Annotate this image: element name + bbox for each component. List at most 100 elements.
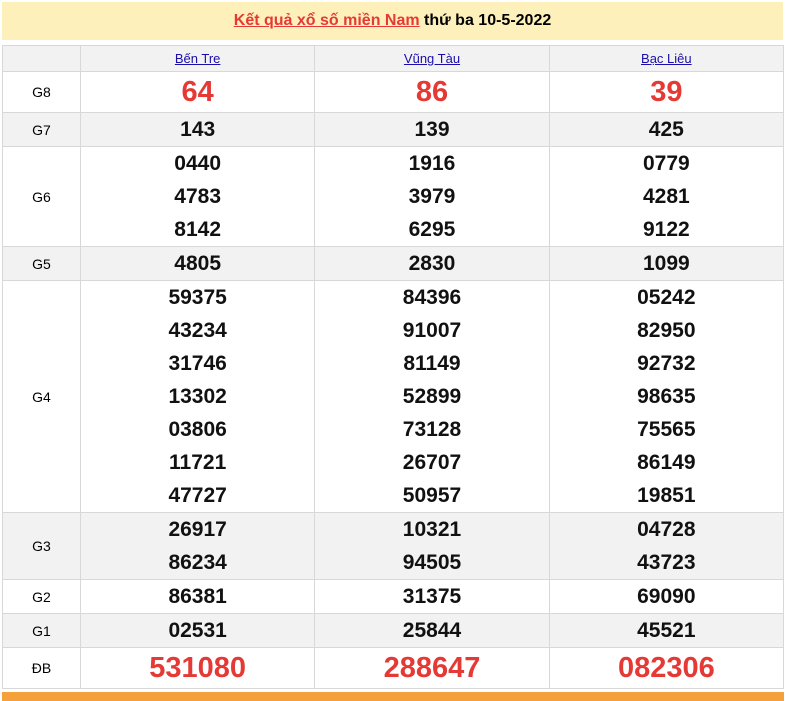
prize-cell: 1916 3979 6295	[314, 146, 550, 247]
results-title: Kết quả xổ số miền Nam thứ ba 10-5-2022	[2, 2, 783, 40]
prize-number: 52899	[402, 385, 462, 408]
title-date: thứ ba 10-5-2022	[419, 12, 552, 29]
prize-label: G2	[2, 579, 81, 614]
prize-label: G1	[2, 613, 81, 648]
prize-cell: 04728 43723	[548, 512, 785, 580]
prize-cell: 59375 43234 31746 13302 03806 11721 47727	[79, 280, 316, 513]
prize-number: 25844	[402, 619, 462, 642]
prize-number: 92732	[637, 352, 696, 375]
province-header: Vũng Tàu	[314, 45, 550, 72]
prize-number: 86	[415, 76, 449, 108]
prize-row: G5 4805 2830 1099	[2, 246, 785, 281]
prize-cell: 45521	[548, 613, 785, 648]
province-link[interactable]: Bến Tre	[174, 51, 221, 66]
prize-number: 02531	[168, 619, 227, 642]
province-header: Bạc Liêu	[548, 45, 785, 72]
prize-number: 26917	[168, 518, 227, 541]
prize-number: 04728	[637, 518, 696, 541]
prize-cell: 1099	[548, 246, 785, 281]
prize-cell: 288647	[314, 647, 550, 689]
prize-number: 03806	[168, 418, 227, 441]
prize-number: 47727	[168, 484, 227, 507]
prize-cell: 4805	[79, 246, 316, 281]
prize-label: G6	[2, 146, 81, 247]
prize-cell: 082306	[548, 647, 785, 689]
prize-number: 64	[181, 76, 214, 108]
prize-number: 31746	[168, 352, 227, 375]
prize-number: 2830	[408, 252, 456, 275]
prize-number: 69090	[637, 585, 696, 608]
prize-cell: 0779 4281 9122	[548, 146, 785, 247]
prize-number: 81149	[403, 352, 461, 375]
prize-row: G7 143 139 425	[2, 112, 785, 147]
prize-cell: 2830	[314, 246, 550, 281]
prize-number: 6295	[408, 218, 456, 241]
prize-number: 43723	[637, 551, 696, 574]
prize-cell: 86381	[79, 579, 316, 614]
prize-number: 4783	[174, 185, 222, 208]
prize-number: 86149	[637, 451, 696, 474]
prize-cell: 39	[548, 71, 785, 113]
prize-number: 39	[650, 76, 683, 108]
prize-number: 98635	[637, 385, 696, 408]
prize-number: 84396	[402, 286, 462, 309]
province-link[interactable]: Bạc Liêu	[641, 51, 692, 66]
prize-cell: 143	[79, 112, 316, 147]
prize-number: 59375	[168, 286, 227, 309]
prize-number: 82950	[637, 319, 696, 342]
prize-cell: 0440 4783 8142	[79, 146, 316, 247]
prize-number: 4281	[642, 185, 690, 208]
prize-number: 26707	[402, 451, 462, 474]
prize-number: 143	[180, 118, 216, 141]
prize-number: 05242	[637, 286, 696, 309]
prize-number: 0440	[174, 152, 222, 175]
prize-row: G8 64 86 39	[2, 71, 785, 113]
footer-bar	[2, 692, 784, 701]
prize-label: G7	[2, 112, 81, 147]
prize-row: ĐB 531080 288647 082306	[2, 647, 785, 689]
prize-label: ĐB	[2, 647, 81, 689]
prize-number: 19851	[637, 484, 696, 507]
prize-number: 11721	[169, 451, 227, 474]
prize-number: 73128	[402, 418, 462, 441]
prize-cell: 425	[548, 112, 785, 147]
prize-cell: 84396 91007 81149 52899 73128 26707 50957	[314, 280, 550, 513]
prize-number: 425	[648, 118, 684, 141]
prize-number: 288647	[383, 652, 481, 684]
prize-number: 10321	[402, 518, 462, 541]
prize-cell: 10321 94505	[314, 512, 550, 580]
prize-cell: 69090	[548, 579, 785, 614]
prize-row: G6 0440 4783 8142 1916 3979 6295 0779 4281 9122	[2, 146, 785, 247]
prize-number: 43234	[168, 319, 227, 342]
prize-number: 9122	[642, 218, 690, 241]
prize-number: 082306	[617, 652, 715, 684]
province-header: Bến Tre	[79, 45, 316, 72]
prize-number: 8142	[174, 218, 222, 241]
prize-cell: 25844	[314, 613, 550, 648]
prize-cell: 02531	[79, 613, 316, 648]
prize-number: 1916	[408, 152, 456, 175]
province-link[interactable]: Vũng Tàu	[403, 51, 461, 66]
prize-label: G3	[2, 512, 81, 580]
prize-number: 91007	[402, 319, 462, 342]
prize-cell: 05242 82950 92732 98635 75565 86149 19851	[548, 280, 785, 513]
prize-number: 1099	[642, 252, 690, 275]
prize-number: 13302	[168, 385, 227, 408]
prize-number: 139	[414, 118, 450, 141]
results-table: Bến Tre Vũng Tàu Bạc Liêu G8 64 86 39 G7 143 139 4…	[2, 45, 785, 689]
prize-cell: 26917 86234	[79, 512, 316, 580]
region-results-link[interactable]: Kết quả xổ số miền Nam	[233, 12, 420, 29]
prize-number: 86234	[168, 551, 227, 574]
prize-label: G4	[2, 280, 81, 513]
prize-cell: 531080	[79, 647, 316, 689]
prize-number: 0779	[642, 152, 690, 175]
prize-number: 94505	[402, 551, 462, 574]
prize-number: 86381	[168, 585, 227, 608]
prize-cell: 139	[314, 112, 550, 147]
prize-cell: 86	[314, 71, 550, 113]
header-row: Bến Tre Vũng Tàu Bạc Liêu	[2, 45, 785, 72]
prize-label: G8	[2, 71, 81, 113]
prize-row: G4 59375 43234 31746 13302 03806 11721 47727 843…	[2, 280, 785, 513]
prize-number: 4805	[174, 252, 222, 275]
prize-number: 3979	[408, 185, 456, 208]
